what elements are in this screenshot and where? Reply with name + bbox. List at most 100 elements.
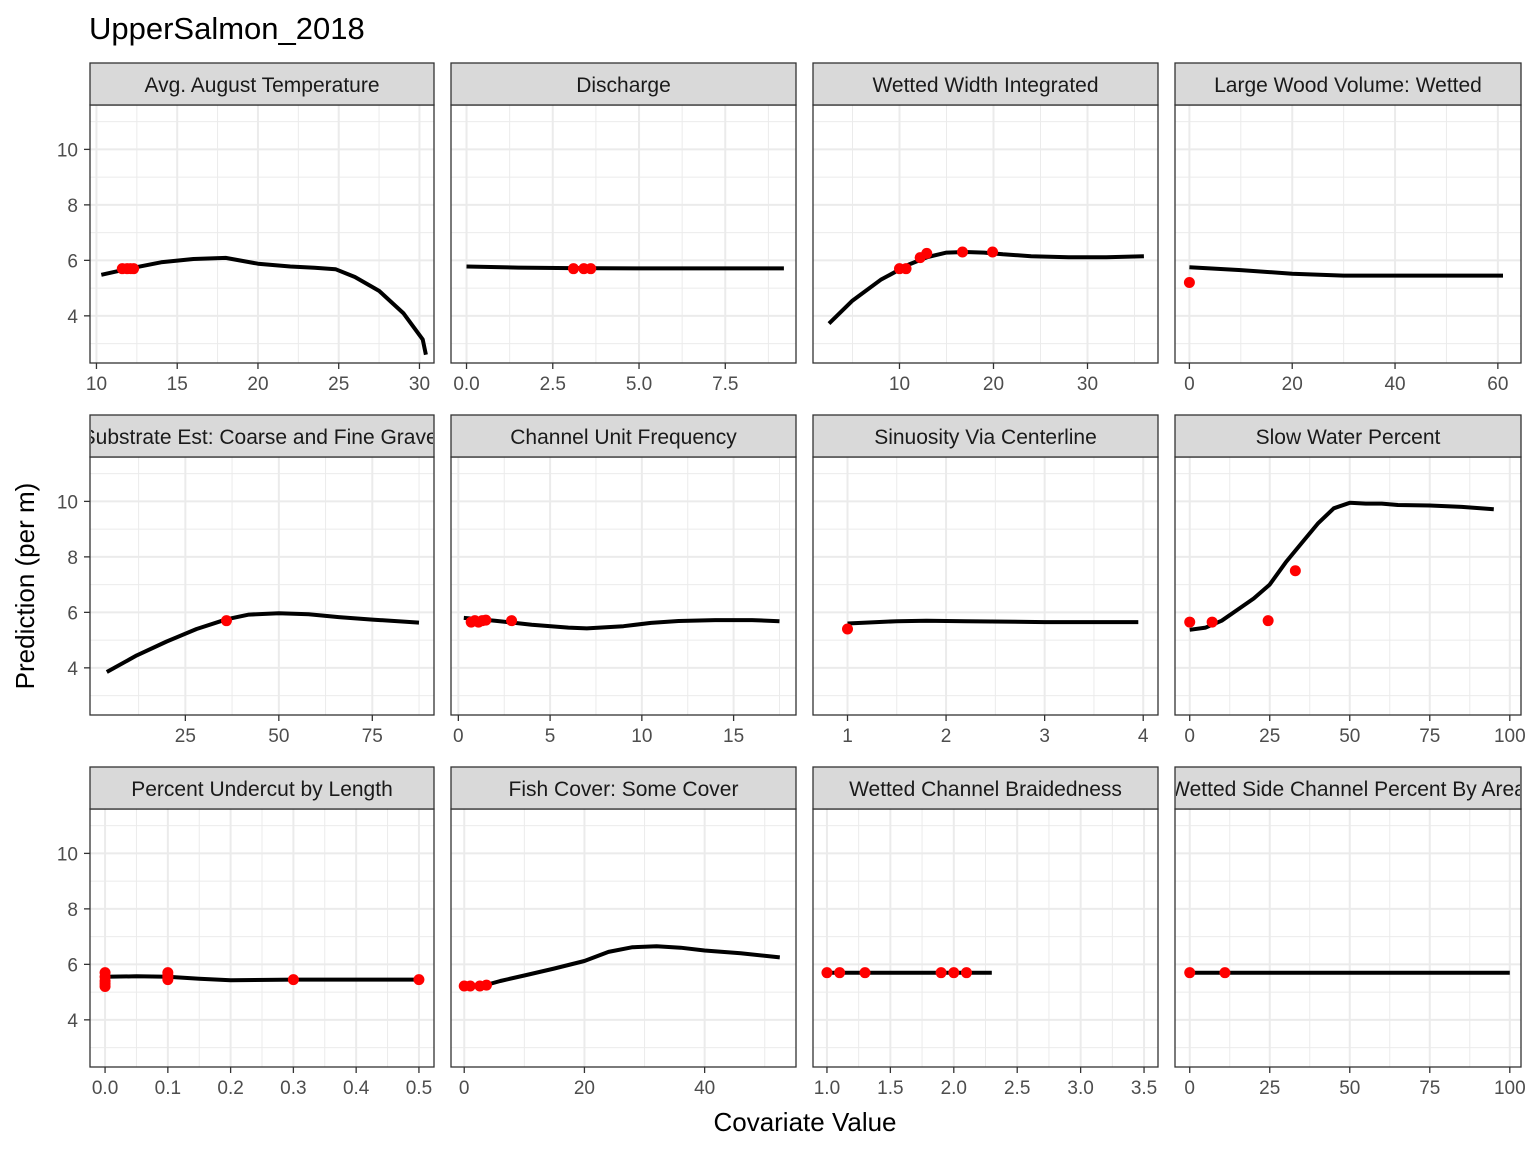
x-tick-label: 75 bbox=[362, 726, 383, 747]
data-point bbox=[1206, 616, 1218, 628]
facet-strip-label: Fish Cover: Some Cover bbox=[509, 778, 739, 801]
data-point bbox=[506, 615, 518, 627]
facet-strip bbox=[450, 414, 797, 458]
facet-strip-label: Avg. August Temperature bbox=[144, 74, 379, 97]
series-line bbox=[105, 611, 420, 674]
panel-background bbox=[813, 105, 1158, 363]
x-tick-label: 30 bbox=[409, 374, 430, 395]
data-point bbox=[821, 967, 833, 979]
facet-strip bbox=[450, 62, 797, 106]
facet-strip-label: Substrate Est: Coarse and Fine Gravel bbox=[82, 426, 443, 449]
series-line bbox=[1189, 500, 1494, 632]
facet-panel: Percent Undercut by Length 0.0 0.1 0.2 0.3 0.… bbox=[57, 766, 435, 1099]
x-tick-label: 0 bbox=[1184, 374, 1195, 395]
y-tick-label: 8 bbox=[67, 548, 78, 569]
y-tick-label: 4 bbox=[67, 1011, 78, 1032]
y-tick-label: 4 bbox=[67, 659, 78, 680]
data-point bbox=[842, 623, 853, 635]
x-axis-title: Covariate Value bbox=[713, 1107, 896, 1137]
data-point bbox=[900, 263, 912, 275]
data-point bbox=[464, 980, 476, 992]
facet-strip-label: Channel Unit Frequency bbox=[510, 426, 737, 449]
series-line bbox=[1189, 265, 1503, 278]
x-tick-label: 2.5 bbox=[1004, 1078, 1030, 1099]
x-tick-label: 20 bbox=[247, 374, 268, 395]
facet-strip-label: Wetted Side Channel Percent By Area bbox=[1170, 778, 1526, 801]
data-point bbox=[1184, 967, 1196, 979]
y-tick-label: 8 bbox=[67, 900, 78, 921]
data-point bbox=[921, 247, 933, 259]
x-tick-label: 2.0 bbox=[941, 1078, 967, 1099]
panel-background bbox=[1175, 105, 1521, 363]
facet-strip-label: Slow Water Percent bbox=[1256, 426, 1441, 449]
x-tick-label: 3.5 bbox=[1131, 1078, 1157, 1099]
data-point bbox=[987, 246, 999, 258]
x-tick-label: 20 bbox=[574, 1078, 595, 1099]
x-tick-label: 30 bbox=[1077, 374, 1098, 395]
panel-background bbox=[813, 457, 1158, 715]
panel-background bbox=[1175, 809, 1521, 1067]
data-point bbox=[1219, 967, 1231, 979]
x-tick-label: 50 bbox=[1339, 726, 1360, 747]
x-tick-label: 0.4 bbox=[343, 1078, 370, 1099]
x-tick-label: 60 bbox=[1487, 374, 1508, 395]
data-point bbox=[956, 246, 968, 258]
x-tick-label: 25 bbox=[175, 726, 196, 747]
x-tick-label: 4 bbox=[1138, 726, 1149, 747]
x-tick-label: 25 bbox=[328, 374, 349, 395]
x-tick-label: 40 bbox=[694, 1078, 715, 1099]
x-tick-label: 5.0 bbox=[626, 374, 652, 395]
data-point bbox=[834, 967, 846, 979]
x-tick-label: 25 bbox=[1259, 1078, 1280, 1099]
data-point bbox=[960, 967, 972, 979]
facet-strip bbox=[89, 62, 435, 106]
data-point bbox=[220, 615, 232, 627]
panel-background bbox=[451, 809, 796, 1067]
data-point bbox=[585, 263, 597, 275]
data-point bbox=[1289, 565, 1301, 577]
facet-panel: Avg. August Temperature 10 15 20 25 30 4 6 8 10 bbox=[57, 62, 435, 395]
series-line bbox=[464, 944, 781, 988]
data-point bbox=[859, 967, 871, 979]
facet-panel: Large Wood Volume: Wetted 0 20 40 60 bbox=[1174, 62, 1522, 395]
series-line bbox=[100, 255, 428, 356]
x-tick-label: 10 bbox=[86, 374, 107, 395]
data-point bbox=[1184, 616, 1196, 628]
x-tick-label: 0.0 bbox=[453, 374, 479, 395]
x-tick-label: 20 bbox=[983, 374, 1004, 395]
x-tick-label: 75 bbox=[1419, 726, 1440, 747]
data-point bbox=[480, 614, 492, 626]
x-tick-label: 75 bbox=[1419, 1078, 1440, 1099]
series-line bbox=[463, 615, 780, 631]
facet-panel: Wetted Width Integrated 10 20 30 bbox=[812, 62, 1159, 395]
data-point bbox=[162, 974, 174, 986]
panel-background bbox=[451, 105, 796, 363]
facet-strip-label: Large Wood Volume: Wetted bbox=[1214, 74, 1482, 97]
x-tick-label: 100 bbox=[1494, 1078, 1526, 1099]
x-tick-label: 10 bbox=[631, 726, 652, 747]
y-tick-label: 6 bbox=[67, 251, 78, 272]
y-tick-label: 6 bbox=[67, 955, 78, 976]
y-tick-label: 10 bbox=[57, 492, 78, 513]
facet-strip bbox=[812, 766, 1159, 810]
y-tick-label: 8 bbox=[67, 196, 78, 217]
facet-strip-label: Wetted Width Integrated bbox=[872, 74, 1098, 97]
chart-title: UpperSalmon_2018 bbox=[89, 11, 365, 46]
x-tick-label: 0.3 bbox=[280, 1078, 306, 1099]
data-point bbox=[128, 263, 140, 275]
x-tick-label: 100 bbox=[1494, 726, 1526, 747]
data-point bbox=[948, 967, 960, 979]
y-tick-label: 10 bbox=[57, 844, 78, 865]
x-tick-label: 0 bbox=[459, 1078, 470, 1099]
x-tick-label: 20 bbox=[1282, 374, 1303, 395]
facet-strip bbox=[1174, 766, 1522, 810]
x-tick-label: 2.5 bbox=[540, 374, 566, 395]
x-tick-label: 15 bbox=[723, 726, 744, 747]
x-tick-label: 40 bbox=[1384, 374, 1405, 395]
x-tick-label: 0.5 bbox=[406, 1078, 432, 1099]
x-tick-label: 0.1 bbox=[155, 1078, 181, 1099]
data-point bbox=[287, 974, 299, 986]
x-tick-label: 50 bbox=[1339, 1078, 1360, 1099]
facet-strip bbox=[812, 414, 1159, 458]
x-tick-label: 15 bbox=[167, 374, 188, 395]
